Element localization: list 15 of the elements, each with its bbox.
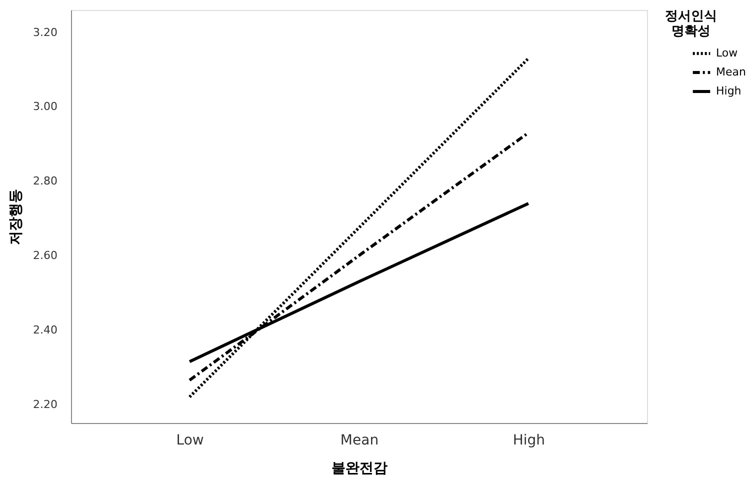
legend-label: High — [716, 84, 742, 98]
x-axis-title: 불완전감 — [332, 460, 388, 476]
x-tick-label: High — [512, 432, 546, 448]
y-tick-label: 2.40 — [33, 323, 58, 336]
y-tick-label: 2.60 — [33, 249, 58, 262]
y-tick-label: 3.20 — [33, 26, 58, 39]
y-tick-label: 2.80 — [33, 174, 58, 188]
legend-label: Low — [716, 46, 738, 60]
legend-label: Mean — [716, 66, 746, 78]
y-axis-title: 저장행동 — [8, 189, 24, 245]
x-tick-label: Low — [176, 432, 204, 448]
legend-title: 정서인식 명확성 — [665, 9, 717, 39]
x-tick-label: Mean — [340, 432, 379, 448]
y-tick-label: 2.20 — [33, 398, 58, 411]
y-tick-label: 3.00 — [33, 100, 58, 114]
